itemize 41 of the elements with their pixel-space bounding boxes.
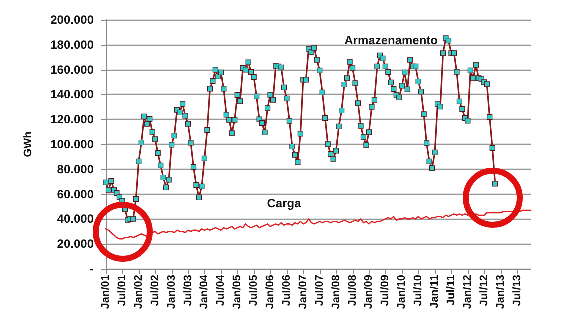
x-tick-label: Jan/06	[264, 275, 277, 310]
y-tick-label: 60.000	[57, 187, 94, 202]
x-tick-label: Jan/03	[166, 275, 178, 310]
x-tick-label: Jan/02	[132, 275, 145, 310]
y-tick-label: 120.000	[50, 112, 94, 127]
y-tick-label: 40.000	[57, 212, 94, 226]
x-tick-label: Jul/08	[346, 275, 359, 306]
series-label: Armazenamento	[344, 33, 438, 48]
x-tick-label: Jan/11	[429, 275, 442, 309]
x-tick-label: Jan/07	[297, 275, 310, 310]
x-tick-label: Jan/08	[330, 275, 342, 310]
x-tick-label: Jul/07	[314, 275, 326, 306]
x-tick-label: Jan/13	[494, 275, 507, 310]
x-tick-label: Jan/09	[363, 275, 376, 310]
x-tick-label: Jan/04	[198, 274, 211, 310]
y-axis-title: GWh	[22, 131, 34, 158]
x-tick-label: Jul/13	[511, 275, 524, 306]
x-tick-label: Jul/12	[478, 275, 490, 306]
x-tick-label: Jan/10	[396, 275, 408, 310]
y-tick-label: 100.000	[50, 138, 94, 152]
line-series	[105, 210, 532, 240]
y-tick-label: 140.000	[50, 88, 94, 102]
y-tick-label: 80.000	[57, 162, 94, 176]
x-tick-label: Jul/02	[149, 275, 162, 306]
x-tick-label: Jul/09	[380, 275, 392, 306]
x-tick-label: Jan/05	[232, 275, 244, 310]
x-tick-label: Jul/11	[445, 275, 458, 306]
x-tick-label: Jul/03	[182, 275, 194, 306]
x-tick-label: Jul/06	[280, 275, 293, 306]
x-tick-label: Jul/04	[215, 274, 228, 306]
y-tick-label: 180.000	[50, 38, 94, 52]
x-tick-label: Jul/05	[248, 275, 260, 306]
x-tick-label: Jul/01	[116, 275, 128, 306]
y-tick-label: 200.000	[50, 13, 94, 27]
x-tick-label: Jul/10	[412, 275, 425, 306]
y-tick-label: 20.000	[57, 237, 94, 252]
x-tick-label: Jan/12	[462, 275, 474, 310]
y-tick-label: 160.000	[50, 62, 94, 77]
x-tick-label: Jan/01	[100, 275, 112, 310]
series-label: Carga	[267, 196, 302, 210]
y-tick-label: -	[90, 262, 94, 276]
